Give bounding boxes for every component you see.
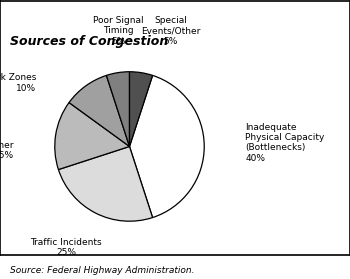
Text: Work Zones
10%: Work Zones 10% — [0, 73, 36, 93]
Wedge shape — [69, 75, 130, 146]
Text: Exhibit 14-1: Exhibit 14-1 — [8, 12, 79, 22]
Text: Poor Signal
Timing
5%: Poor Signal Timing 5% — [93, 16, 144, 45]
Text: Sources of Congestion: Sources of Congestion — [10, 35, 169, 48]
Text: Special
Events/Other
5%: Special Events/Other 5% — [141, 16, 200, 45]
Wedge shape — [55, 103, 130, 170]
Text: Bad Weather
15%: Bad Weather 15% — [0, 141, 14, 160]
Text: Traffic Incidents
25%: Traffic Incidents 25% — [30, 238, 102, 257]
Wedge shape — [58, 146, 153, 221]
Text: Source: Federal Highway Administration.: Source: Federal Highway Administration. — [10, 266, 195, 275]
Text: Inadequate
Physical Capacity
(Bottlenecks)
40%: Inadequate Physical Capacity (Bottleneck… — [245, 123, 325, 163]
Wedge shape — [130, 75, 204, 218]
Wedge shape — [106, 72, 130, 146]
Wedge shape — [130, 72, 153, 146]
